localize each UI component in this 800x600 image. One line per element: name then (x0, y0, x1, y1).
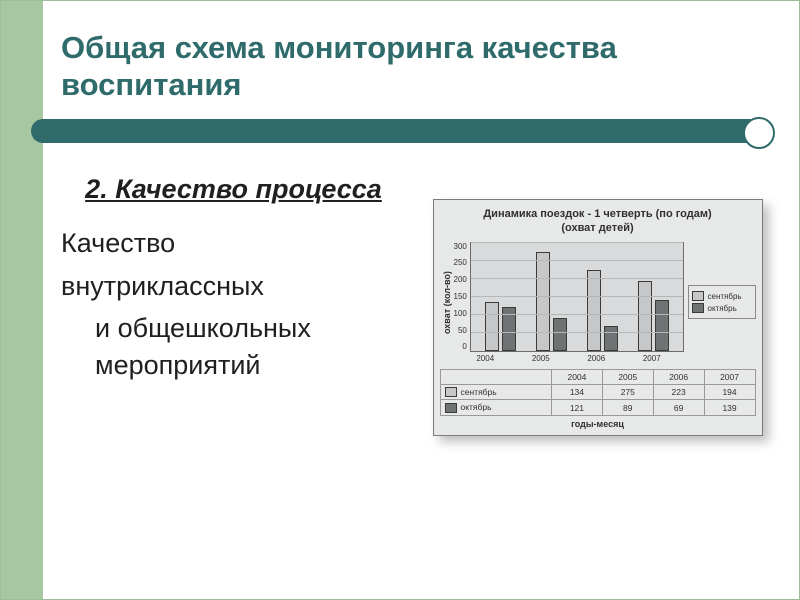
bar (536, 252, 550, 351)
swatch-icon (445, 387, 457, 397)
x-tick: 2004 (476, 354, 494, 363)
text-column: 2. Качество процесса Качество внутриклас… (61, 171, 406, 569)
bar (553, 318, 567, 350)
table-cell: 69 (653, 400, 704, 416)
legend-swatch (692, 303, 704, 313)
y-axis-label: охват (кол-во) (440, 242, 454, 363)
chart-body: охват (кол-во) 300250200150100500 200420… (440, 242, 756, 363)
accent-bar-endcap (743, 117, 775, 149)
table-cell: 2005 (602, 369, 653, 384)
table-cell: 275 (602, 384, 653, 400)
plot-row: 300 250 200 150 100 50 0 (454, 242, 684, 352)
plot-area (470, 242, 684, 352)
x-axis-label: годы-месяц (440, 419, 756, 429)
slide-title: Общая схема мониторинга качества воспита… (61, 29, 769, 103)
bar-group (536, 252, 567, 351)
legend-label: сентябрь (708, 292, 742, 301)
chart-card: Динамика поездок - 1 четверть (по годам)… (433, 199, 763, 436)
y-tick: 200 (454, 275, 467, 284)
table-row: октябрь1218969139 (440, 400, 755, 416)
gridline (471, 260, 683, 261)
table-cell (440, 369, 552, 384)
legend-item: сентябрь (692, 291, 752, 301)
body-line: Качество (61, 225, 406, 261)
gridline (471, 242, 683, 243)
bar (655, 300, 669, 350)
legend-item: октябрь (692, 303, 752, 313)
body-line: внутриклассных (61, 268, 406, 304)
data-table: 2004200520062007сентябрь134275223194октя… (440, 369, 756, 417)
bar (485, 302, 499, 350)
y-tick: 300 (454, 242, 467, 251)
y-tick: 250 (454, 258, 467, 267)
chart-title-line: Динамика поездок - 1 четверть (по годам) (483, 208, 711, 220)
table-cell: 2006 (653, 369, 704, 384)
x-tick: 2005 (532, 354, 550, 363)
gridline (471, 332, 683, 333)
x-tick: 2006 (587, 354, 605, 363)
table-row: сентябрь134275223194 (440, 384, 755, 400)
subheading: 2. Качество процесса (61, 171, 406, 207)
chart-column: Динамика поездок - 1 четверть (по годам)… (426, 171, 769, 569)
bar-group (638, 281, 669, 351)
body-line: и общешкольных мероприятий (61, 310, 406, 383)
table-cell: 223 (653, 384, 704, 400)
bar-group (485, 302, 516, 350)
slide: Общая схема мониторинга качества воспита… (0, 0, 800, 600)
gridline (471, 278, 683, 279)
accent-bar (31, 119, 769, 143)
table-row-header: сентябрь (440, 384, 552, 400)
gridline (471, 296, 683, 297)
plot-wrap: 300 250 200 150 100 50 0 2004 2005 2006 2007 (454, 242, 684, 363)
bar-group (587, 270, 618, 350)
x-labels: 2004 2005 2006 2007 (454, 352, 684, 363)
chart-title-line: (охват детей) (561, 222, 633, 234)
gridline (471, 314, 683, 315)
title-area: Общая схема мониторинга качества воспита… (61, 29, 769, 103)
y-ticks: 300 250 200 150 100 50 0 (454, 242, 470, 352)
legend-label: октябрь (708, 304, 737, 313)
content-area: 2. Качество процесса Качество внутриклас… (61, 171, 769, 569)
y-tick: 50 (454, 326, 467, 335)
table-row-header: октябрь (440, 400, 552, 416)
chart-title: Динамика поездок - 1 четверть (по годам)… (440, 208, 756, 236)
y-tick: 0 (454, 342, 467, 351)
table-cell: 139 (704, 400, 755, 416)
legend: сентябрь октябрь (688, 285, 756, 319)
y-tick: 150 (454, 292, 467, 301)
table-cell: 121 (552, 400, 603, 416)
legend-swatch (692, 291, 704, 301)
bar (587, 270, 601, 350)
table-cell: 194 (704, 384, 755, 400)
table-cell: 2007 (704, 369, 755, 384)
table-cell: 89 (602, 400, 653, 416)
table-cell: 2004 (552, 369, 603, 384)
table-cell: 134 (552, 384, 603, 400)
table-row: 2004200520062007 (440, 369, 755, 384)
bar (638, 281, 652, 351)
left-rail (1, 1, 43, 599)
bar (604, 326, 618, 351)
swatch-icon (445, 403, 457, 413)
x-tick: 2007 (643, 354, 661, 363)
y-tick: 100 (454, 309, 467, 318)
